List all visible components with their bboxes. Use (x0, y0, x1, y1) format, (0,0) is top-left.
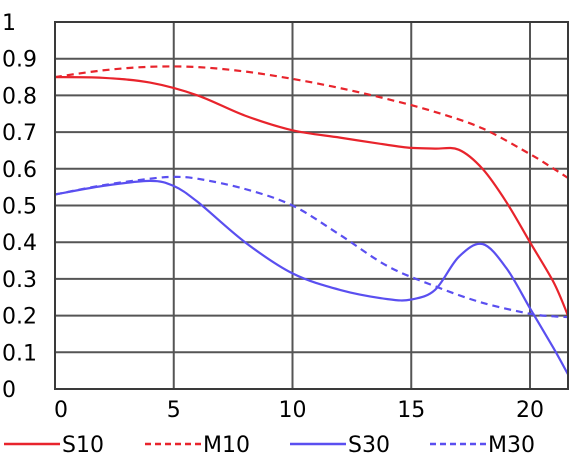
x-tick-label: 5 (167, 398, 181, 423)
x-tick-label: 20 (516, 398, 544, 423)
y-tick-label: 1 (2, 11, 16, 36)
legend-label-s30: S30 (348, 433, 390, 458)
legend-label-s10: S10 (62, 433, 104, 458)
y-tick-label: 0 (2, 378, 16, 403)
series-line-s10 (54, 76, 570, 317)
series-line-m30 (54, 175, 569, 319)
y-tick-label: 0.2 (2, 305, 37, 330)
y-tick-label: 0.8 (2, 84, 37, 109)
y-tick-label: 0.1 (2, 341, 37, 366)
plot-frame (54, 21, 569, 390)
y-tick-label: 0.9 (2, 48, 37, 73)
legend: S10 M10 S30 M30 (4, 433, 535, 458)
y-tick-label: 0.3 (2, 268, 37, 293)
y-tick-label: 0.4 (2, 231, 37, 256)
x-tick-label: 0 (54, 398, 68, 423)
y-axis-labels: 0 0.1 0.2 0.3 0.4 0.5 0.6 0.7 0.8 0.9 1 (2, 11, 37, 403)
y-tick-label: 0.6 (2, 158, 37, 183)
legend-label-m30: M30 (488, 433, 535, 458)
y-tick-label: 0.7 (2, 121, 37, 146)
legend-label-m10: M10 (203, 433, 250, 458)
series-layer (54, 65, 570, 375)
x-axis-labels: 0 5 10 15 20 (54, 398, 544, 423)
x-tick-label: 10 (279, 398, 307, 423)
y-tick-label: 0.5 (2, 195, 37, 220)
x-tick-label: 15 (397, 398, 425, 423)
series-line-s30 (54, 179, 569, 375)
